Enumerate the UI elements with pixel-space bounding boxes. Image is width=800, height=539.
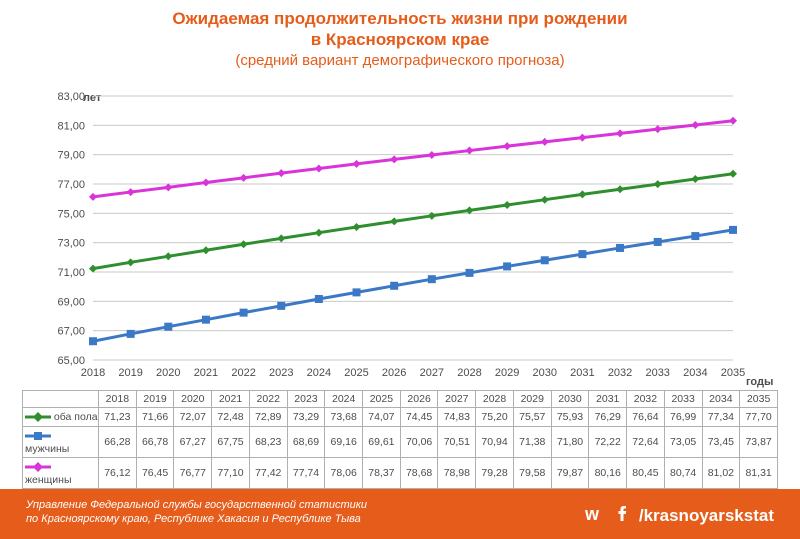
svg-text:2022: 2022 <box>231 367 255 379</box>
svg-text:2030: 2030 <box>533 367 557 379</box>
svg-text:81,00: 81,00 <box>57 120 85 132</box>
title-line1: Ожидаемая продолжительность жизни при ро… <box>0 8 800 29</box>
footer-bar: Управление Федеральной службы государств… <box>0 489 800 539</box>
svg-text:w: w <box>584 504 600 524</box>
svg-text:65,00: 65,00 <box>57 355 85 367</box>
legend-men: мужчины <box>23 427 99 458</box>
svg-text:2033: 2033 <box>645 367 669 379</box>
svg-text:2018: 2018 <box>81 367 105 379</box>
title-block: Ожидаемая продолжительность жизни при ро… <box>0 0 800 70</box>
svg-text:79,00: 79,00 <box>57 150 85 162</box>
title-line2: в Красноярском крае <box>0 29 800 50</box>
facebook-icon <box>613 503 633 528</box>
social-handle: /krasnoyarskstat <box>639 505 774 526</box>
legend-both: оба пола <box>23 408 99 427</box>
svg-text:71,00: 71,00 <box>57 267 85 279</box>
svg-text:2032: 2032 <box>608 367 632 379</box>
svg-text:75,00: 75,00 <box>57 208 85 220</box>
svg-text:2019: 2019 <box>118 367 142 379</box>
svg-text:77,00: 77,00 <box>57 179 85 191</box>
svg-text:2020: 2020 <box>156 367 180 379</box>
svg-text:2024: 2024 <box>307 367 331 379</box>
svg-text:67,00: 67,00 <box>57 326 85 338</box>
svg-text:69,00: 69,00 <box>57 296 85 308</box>
line-chart: 65,00 67,00 69,00 71,00 73,00 75,00 77,00 79,00… <box>35 90 770 380</box>
subtitle: (средний вариант демографического прогно… <box>0 51 800 71</box>
legend-women: женщины <box>23 458 99 489</box>
svg-text:2026: 2026 <box>382 367 406 379</box>
svg-text:2023: 2023 <box>269 367 293 379</box>
svg-text:2031: 2031 <box>570 367 594 379</box>
svg-text:2021: 2021 <box>194 367 218 379</box>
svg-text:2028: 2028 <box>457 367 481 379</box>
svg-text:2029: 2029 <box>495 367 519 379</box>
svg-text:73,00: 73,00 <box>57 238 85 250</box>
svg-text:2035: 2035 <box>721 367 745 379</box>
svg-text:2025: 2025 <box>344 367 368 379</box>
svg-text:2034: 2034 <box>683 367 707 379</box>
svg-text:2027: 2027 <box>420 367 444 379</box>
data-table: 2018201920202021202220232024202520262027… <box>22 390 778 489</box>
vk-icon: w <box>583 501 607 530</box>
svg-text:83,00: 83,00 <box>57 91 85 103</box>
footer-social: w /krasnoyarskstat <box>583 501 774 530</box>
